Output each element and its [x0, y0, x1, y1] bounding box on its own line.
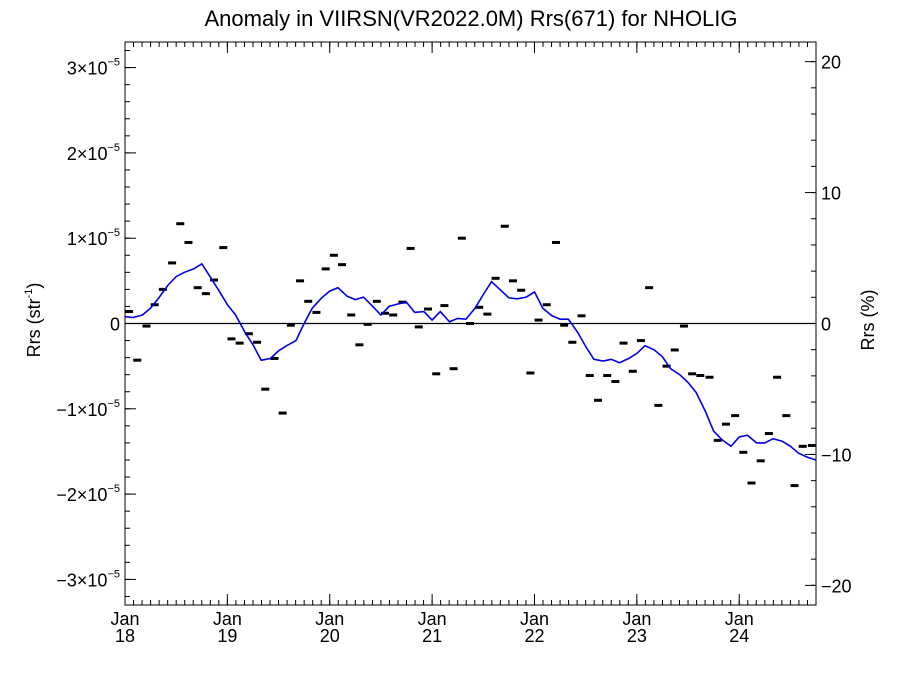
y-left-tick-label: 0 — [110, 315, 120, 335]
x-tick-label-year: 18 — [115, 626, 135, 646]
x-tick-label-month: Jan — [622, 609, 651, 629]
x-tick-label-month: Jan — [725, 609, 754, 629]
running-mean-layer — [124, 262, 817, 461]
y-axis-left-label-close: ) — [24, 283, 44, 289]
x-tick-label-year: 19 — [217, 626, 237, 646]
y-axis-left-label: Rrs (str-1) — [23, 283, 44, 358]
y-left-tick-mantissa: 2×10 — [67, 144, 108, 164]
y-left-tick-mantissa: 3×10 — [67, 59, 108, 79]
y-right-tick-label: −10 — [821, 445, 852, 465]
x-tick-label-year: 23 — [627, 626, 647, 646]
y-left-tick-mantissa: −3×10 — [56, 570, 107, 590]
y-axis-right: 20 10 0 −10 −20 — [805, 53, 852, 596]
y-left-tick-mantissa: −1×10 — [56, 400, 107, 420]
y-left-tick-exponent: −5 — [107, 398, 120, 410]
y-right-tick-label: 0 — [821, 315, 831, 335]
x-tick-label-year: 21 — [422, 626, 442, 646]
y-left-tick-exponent: −5 — [107, 568, 120, 580]
y-left-tick-label: −2×10−5 — [56, 483, 120, 505]
anomaly-points — [125, 222, 816, 488]
y-left-tick-label: 1×10−5 — [67, 227, 120, 249]
x-tick-label-month: Jan — [213, 609, 242, 629]
y-axis-right-label: Rrs (%) — [858, 290, 878, 351]
y-left-tick-mantissa: 1×10 — [67, 229, 108, 249]
y-axis-left-label-main: Rrs (str — [24, 298, 44, 357]
y-right-tick-label: 20 — [821, 53, 841, 73]
y-left-tick-exponent: −5 — [107, 142, 120, 154]
y-left-tick-label: 2×10−5 — [67, 142, 120, 164]
x-tick-label-month: Jan — [110, 609, 139, 629]
x-tick-label-month: Jan — [418, 609, 447, 629]
x-tick-label-month: Jan — [315, 609, 344, 629]
x-tick-label-year: 22 — [524, 626, 544, 646]
y-left-tick-label: −3×10−5 — [56, 568, 120, 590]
y-axis-left: 3×10−52×10−51×10−50−1×10−5−2×10−5−3×10−5 — [56, 50, 136, 597]
y-right-tick-label: 10 — [821, 184, 841, 204]
x-tick-label-year: 20 — [320, 626, 340, 646]
x-tick-label-month: Jan — [520, 609, 549, 629]
y-left-tick-mantissa: −2×10 — [56, 485, 107, 505]
running-mean-line — [124, 262, 817, 461]
y-left-tick-exponent: −5 — [107, 57, 120, 69]
y-right-tick-label: −20 — [821, 576, 852, 596]
y-left-tick-exponent: −5 — [107, 227, 120, 239]
y-left-tick-label: −1×10−5 — [56, 398, 120, 420]
y-left-tick-exponent: −5 — [107, 483, 120, 495]
y-axis-left-label-sup: -1 — [23, 289, 35, 299]
chart-title: Anomaly in VIIRSN(VR2022.0M) Rrs(671) fo… — [204, 6, 737, 31]
y-left-tick-label: 3×10−5 — [67, 57, 120, 79]
x-tick-label-year: 24 — [729, 626, 749, 646]
